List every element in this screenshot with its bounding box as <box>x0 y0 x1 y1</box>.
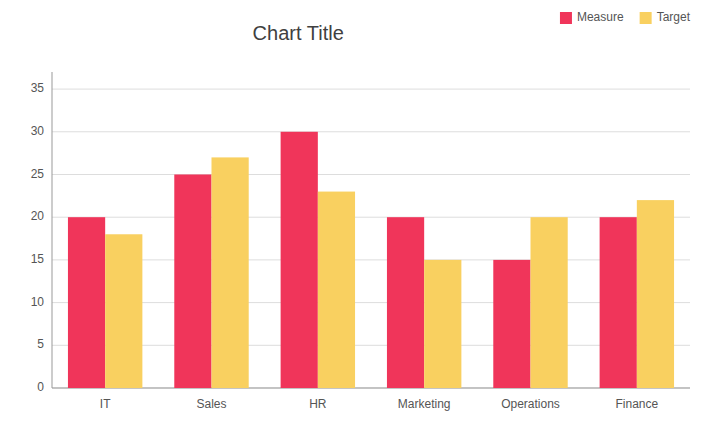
chart: 0 5 10 15 20 25 30 35 IT Sales HR Marketing Operatio… <box>0 0 710 430</box>
grid-line <box>52 388 690 389</box>
x-tick-label: Finance <box>615 397 658 411</box>
x-tick-label: Operations <box>501 397 560 411</box>
grid <box>52 89 690 388</box>
legend-item: Measure <box>560 10 624 24</box>
bar <box>174 174 211 388</box>
bar <box>105 234 142 388</box>
legend-label: Measure <box>577 10 624 24</box>
x-tick-label: Sales <box>196 397 226 411</box>
bar <box>212 157 249 388</box>
legend-swatch <box>640 12 652 24</box>
title: Chart Title <box>253 22 344 44</box>
legend: Measure Target <box>560 10 691 24</box>
grid-line <box>52 89 690 90</box>
bar <box>637 200 674 388</box>
y-tick-label: 5 <box>37 337 44 351</box>
y-axis-line <box>52 72 53 388</box>
bar <box>531 217 568 388</box>
x-axis-line <box>52 388 690 389</box>
grid-line <box>52 345 690 346</box>
y-tick-label: 25 <box>31 167 45 181</box>
bar <box>387 217 424 388</box>
y-tick-label: 0 <box>37 380 44 394</box>
chart-container: 0 5 10 15 20 25 30 35 IT Sales HR Marketing Operatio… <box>0 0 710 430</box>
bar <box>600 217 637 388</box>
bar <box>424 260 461 388</box>
grid-line <box>52 174 690 175</box>
legend-item: Target <box>640 10 691 24</box>
grid-line <box>52 302 690 303</box>
bar <box>493 260 530 388</box>
legend-label: Target <box>657 10 691 24</box>
grid-line <box>52 217 690 218</box>
x-tick-label: Marketing <box>398 397 451 411</box>
bar <box>281 132 318 388</box>
grid-line <box>52 259 690 260</box>
bar <box>318 192 355 388</box>
x-tick-label: HR <box>309 397 327 411</box>
y-tick-label: 20 <box>31 209 45 223</box>
bar <box>68 217 105 388</box>
background <box>0 0 710 430</box>
y-tick-label: 35 <box>31 81 45 95</box>
y-tick-label: 10 <box>31 295 45 309</box>
bars <box>68 132 674 388</box>
x-tick-label: IT <box>100 397 111 411</box>
y-tick-label: 15 <box>31 252 45 266</box>
legend-swatch <box>560 12 572 24</box>
grid-line <box>52 131 690 132</box>
y-tick-label: 30 <box>31 124 45 138</box>
